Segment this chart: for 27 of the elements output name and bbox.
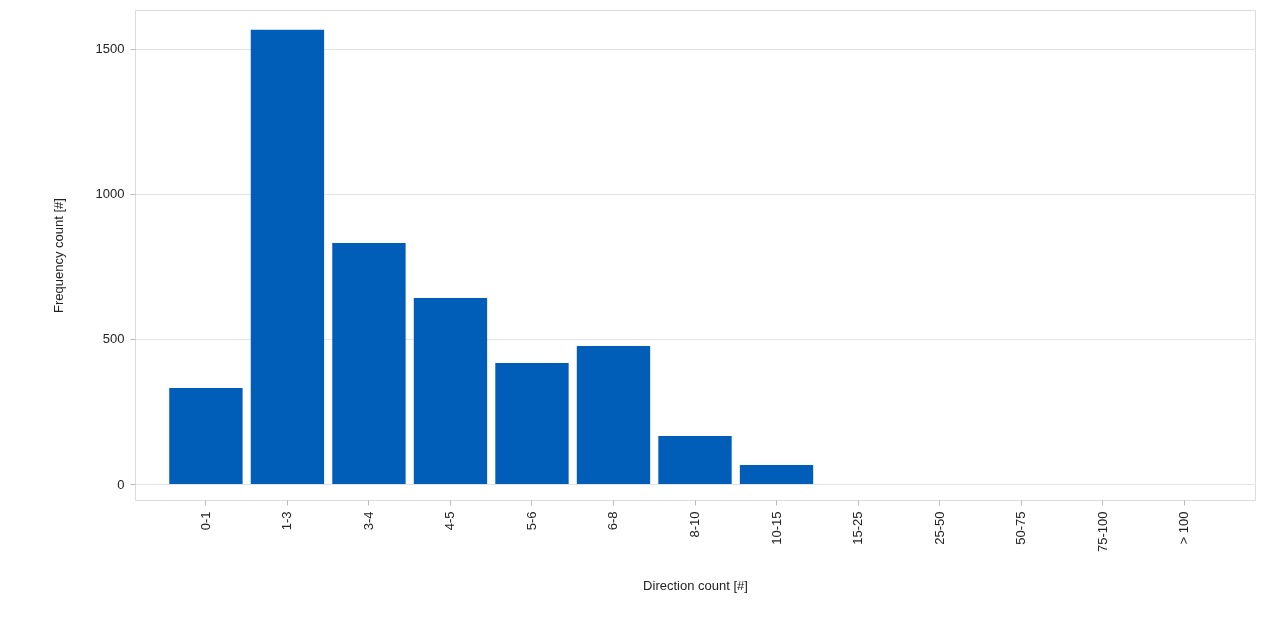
x-tick-label: 6-8 (605, 511, 621, 531)
bar (658, 435, 732, 485)
x-tick-label: 8-10 (687, 511, 702, 538)
y-axis-title: Frequency count [#] (50, 198, 66, 313)
x-tick-label: 0-1 (197, 511, 213, 531)
y-tick-label: 500 (102, 331, 125, 347)
y-tick-label: 1000 (95, 186, 125, 202)
x-tick-label: 25-50 (931, 511, 947, 545)
bar (576, 345, 651, 485)
bar (250, 29, 325, 485)
bar (169, 388, 243, 485)
y-tick-label: 0 (117, 476, 125, 492)
x-tick-label: 50-75 (1013, 511, 1029, 545)
bar (495, 363, 569, 485)
x-tick-label: 1-3 (279, 511, 295, 531)
x-tick-label: 15-25 (850, 511, 866, 545)
bar (332, 242, 406, 485)
x-tick-label: > 100 (1176, 511, 1192, 545)
x-tick-label: 4-5 (442, 511, 458, 531)
x-tick-label: 5-6 (523, 511, 539, 531)
x-tick-label: 10-15 (768, 511, 784, 545)
y-tick-label: 1500 (95, 41, 125, 57)
x-tick-label: 75-100 (1094, 511, 1110, 552)
bar (413, 298, 488, 485)
x-tick-label: 3-4 (360, 511, 376, 531)
bar (739, 464, 814, 485)
x-axis-title: Direction count [#] (643, 577, 748, 593)
